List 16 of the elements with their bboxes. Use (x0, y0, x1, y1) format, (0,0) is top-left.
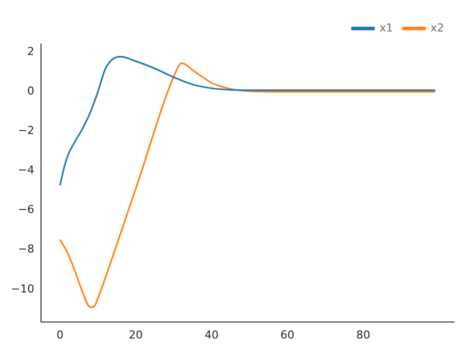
x-tick-label: 40 (204, 328, 219, 342)
y-tick-label: −2 (18, 124, 34, 138)
x-tick-label: 60 (280, 328, 294, 342)
legend-label: x2 (430, 21, 444, 34)
line-series (59, 62, 436, 308)
y-tick-label: −4 (18, 164, 34, 177)
y-tick-label: −6 (18, 203, 34, 216)
x-tick-label: 20 (128, 328, 143, 342)
legend-label: x1 (379, 21, 393, 34)
y-tick-label: 0 (27, 84, 34, 98)
y-tick-label: −10 (10, 282, 34, 296)
y-tick-label: 2 (27, 45, 34, 58)
y-tick-label: −8 (18, 242, 34, 256)
x-tick-label: 0 (56, 328, 64, 342)
x-tick-label: 80 (356, 328, 370, 342)
line-series (59, 56, 436, 186)
